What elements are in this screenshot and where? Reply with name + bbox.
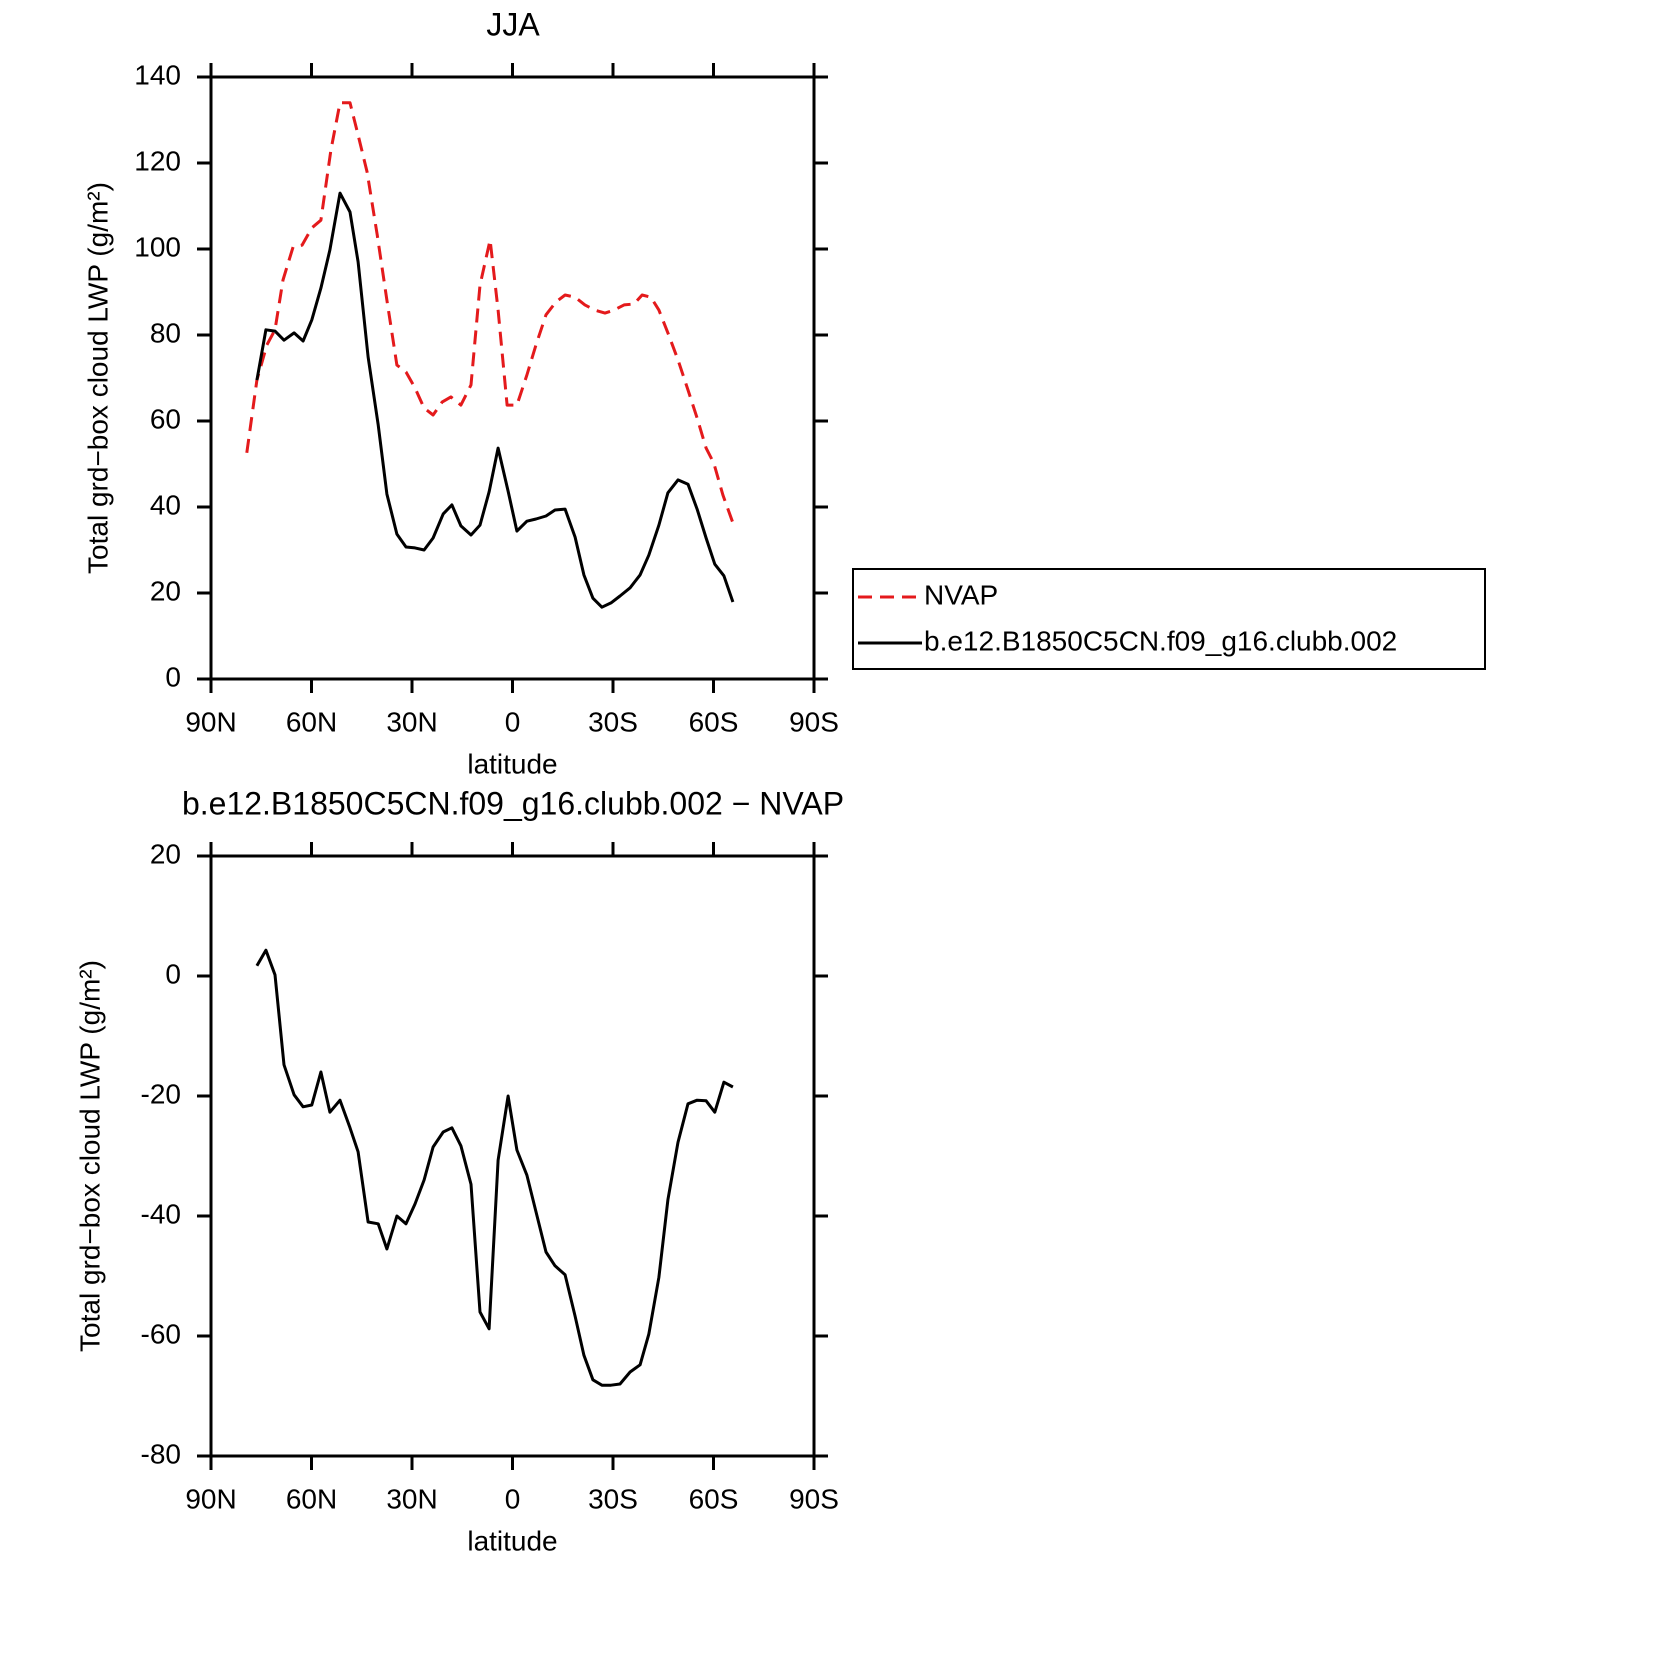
legend-label: NVAP (924, 579, 998, 610)
series-line (255, 948, 734, 1387)
y-axis-label: Total grd−box cloud LWP (g/m²) (82, 182, 113, 574)
y-tick-label: 140 (134, 59, 181, 90)
legend-label: b.e12.B1850C5CN.f09_g16.clubb.002 (924, 625, 1397, 656)
plot-frame (209, 854, 816, 1458)
y-tick-label: 100 (134, 231, 181, 262)
y-tick-label: 40 (150, 489, 181, 520)
y-axis-label: Total grd−box cloud LWP (g/m²) (74, 960, 105, 1352)
x-tick-label: 60N (286, 1483, 337, 1514)
x-tick-label: 60N (286, 706, 337, 737)
series-line (245, 101, 735, 524)
chart-title: JJA (486, 6, 540, 42)
y-tick-label: -60 (141, 1318, 181, 1349)
x-tick-label: 30S (588, 706, 638, 737)
x-axis-label: latitude (467, 1525, 557, 1556)
x-tick-label: 30N (386, 1483, 437, 1514)
x-tick-label: 60S (689, 1483, 739, 1514)
x-tick-label: 30N (386, 706, 437, 737)
x-tick-label: 90S (789, 706, 839, 737)
x-tick-label: 90N (185, 1483, 236, 1514)
y-tick-label: 20 (150, 838, 181, 869)
x-axis-label: latitude (467, 748, 557, 779)
y-tick-label: 120 (134, 145, 181, 176)
y-tick-label: -80 (141, 1438, 181, 1469)
x-tick-label: 90S (789, 1483, 839, 1514)
x-tick-label: 60S (689, 706, 739, 737)
x-tick-label: 0 (505, 706, 521, 737)
y-tick-label: 0 (165, 958, 181, 989)
plot-frame (209, 75, 816, 681)
y-tick-label: 0 (165, 661, 181, 692)
legend-box (852, 568, 1486, 670)
y-tick-label: 20 (150, 575, 181, 606)
series-line (255, 191, 735, 609)
y-tick-label: -20 (141, 1078, 181, 1109)
x-tick-label: 90N (185, 706, 236, 737)
y-tick-label: 80 (150, 317, 181, 348)
y-tick-label: 60 (150, 403, 181, 434)
y-tick-label: -40 (141, 1198, 181, 1229)
x-tick-label: 0 (505, 1483, 521, 1514)
chart-title: b.e12.B1850C5CN.f09_g16.clubb.002 − NVAP (182, 785, 844, 821)
x-tick-label: 30S (588, 1483, 638, 1514)
